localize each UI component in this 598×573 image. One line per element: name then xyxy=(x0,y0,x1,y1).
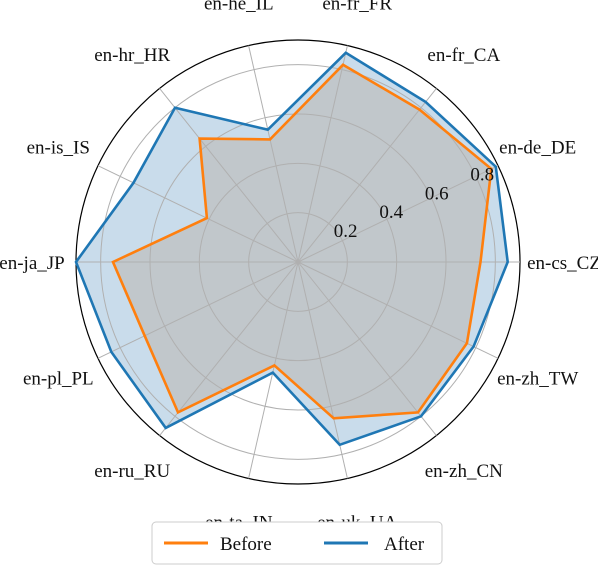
category-label: en-hr_HR xyxy=(94,45,170,66)
category-label: en-cs_CZ xyxy=(527,253,598,274)
spoke xyxy=(159,261,299,436)
series-line-after xyxy=(74,51,510,447)
spoke xyxy=(297,261,499,359)
spoke xyxy=(159,88,299,263)
radial-tick-label: 0.8 xyxy=(470,165,494,186)
spoke xyxy=(297,45,348,263)
radial-tick-label: 0.4 xyxy=(379,202,403,223)
legend-before-label: Before xyxy=(220,534,272,555)
series-fill-before xyxy=(113,64,492,419)
spoke xyxy=(297,88,437,263)
category-label: en-ja_JP xyxy=(0,253,65,274)
category-label: en-he_IL xyxy=(204,0,274,15)
legend-after-label: After xyxy=(384,534,425,555)
category-label: en-zh_CN xyxy=(425,461,503,482)
category-label: en-fr_CA xyxy=(427,45,500,66)
category-label: en-pl_PL xyxy=(23,368,94,389)
category-label: en-zh_TW xyxy=(497,368,578,389)
spoke xyxy=(248,261,299,479)
category-label: en-is_IS xyxy=(27,138,90,159)
series-fills xyxy=(76,52,508,445)
spoke xyxy=(297,165,499,263)
category-label: en-de_DE xyxy=(499,138,576,159)
radial-tick-label: 0.2 xyxy=(334,221,358,242)
radial-tick-labels: 0.2 0.4 0.6 0.8 xyxy=(334,165,494,243)
spoke xyxy=(97,261,299,359)
radial-tick-label: 0.6 xyxy=(425,183,449,204)
category-label: en-fr_FR xyxy=(322,0,392,15)
category-label: en-ru_RU xyxy=(94,461,170,482)
series-lines xyxy=(74,51,510,447)
legend: Before After xyxy=(151,521,443,565)
series-line-before xyxy=(111,63,493,420)
legend-box xyxy=(151,521,443,565)
spoke xyxy=(297,261,437,436)
spoke xyxy=(248,45,299,263)
spoke xyxy=(97,165,299,263)
